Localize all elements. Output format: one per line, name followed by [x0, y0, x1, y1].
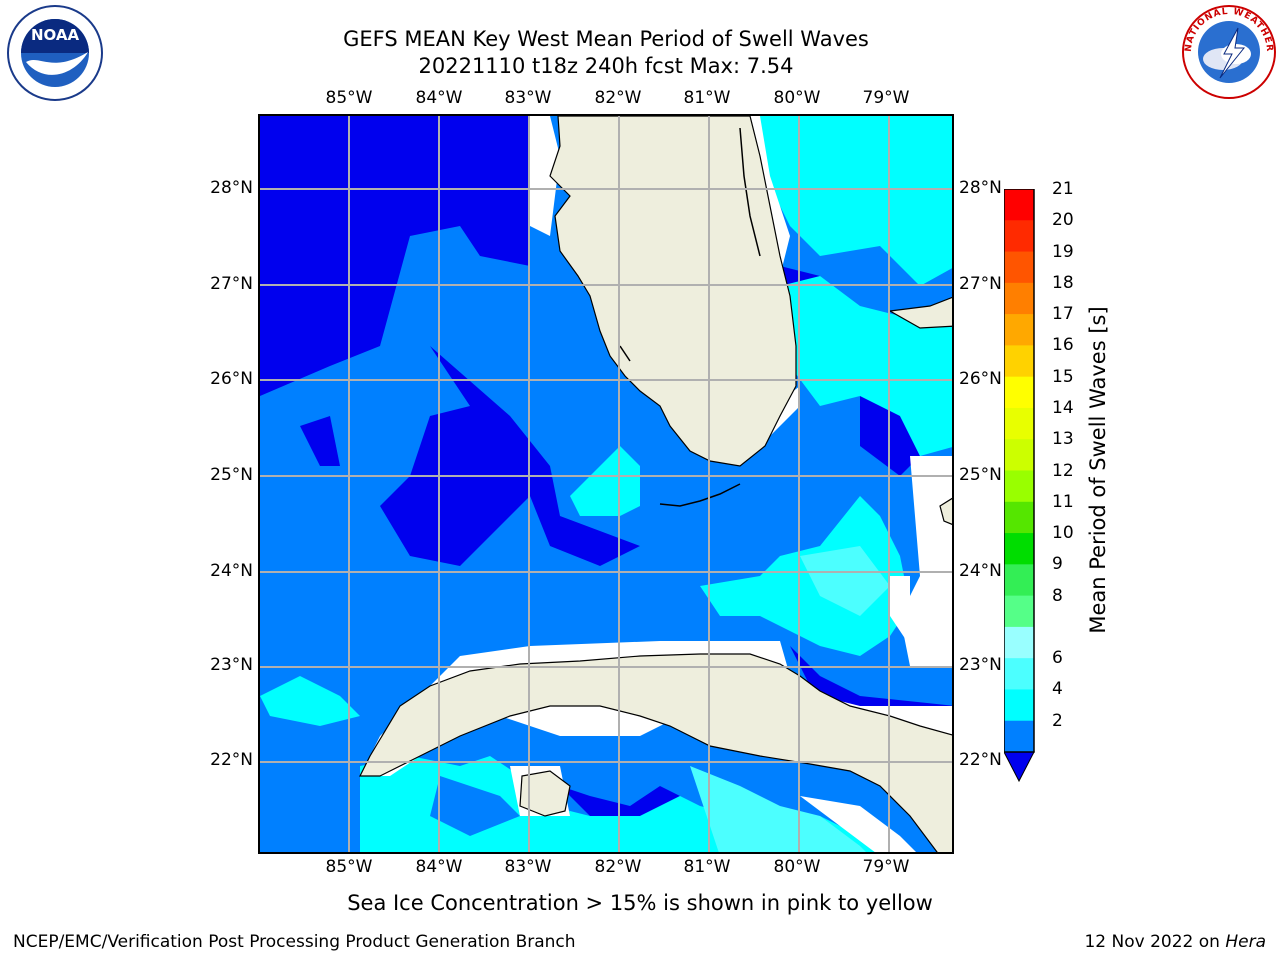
- colorbar-block: [1004, 439, 1034, 471]
- map-subtitle: 20221110 t18z 240h fcst Max: 7.54: [418, 54, 794, 78]
- lon-bottom-label: 84°W: [415, 857, 463, 877]
- colorbar-block: [1004, 314, 1034, 346]
- swell-period-map: [260, 116, 952, 852]
- lon-top-label: 83°W: [504, 88, 552, 108]
- lat-right-label: 27°N: [959, 274, 1002, 294]
- colorbar-block: [1004, 564, 1034, 597]
- lon-top-label: 80°W: [773, 88, 821, 108]
- colorbar-tick-label: 8: [1052, 585, 1063, 606]
- noaa-logo-text: NOAA: [31, 26, 80, 44]
- colorbar-tick-label: 18: [1052, 272, 1074, 293]
- colorbar-block: [1004, 658, 1034, 690]
- lat-right-label: 25°N: [959, 465, 1002, 485]
- lat-right-label: 22°N: [959, 750, 1002, 770]
- lat-left-label: 27°N: [210, 274, 253, 294]
- lat-right-label: 23°N: [959, 655, 1002, 675]
- isla-de-la-juventud: [519, 770, 571, 817]
- colorbar-block: [1004, 470, 1034, 503]
- colorbar-block: [1004, 626, 1034, 659]
- colorbar-tick-label: 10: [1052, 523, 1074, 544]
- lon-bottom-label: 79°W: [862, 857, 910, 877]
- national-weather-service-logo-icon: NATIONAL WEATHER SERVICE: [1180, 4, 1276, 99]
- lon-top-label: 79°W: [862, 88, 910, 108]
- colorbar-tick-label: 6: [1052, 648, 1063, 669]
- colorbar-tick-label: 12: [1052, 460, 1074, 481]
- colorbar-block: [1004, 720, 1034, 753]
- colorbar-outline: [1004, 189, 1035, 753]
- colorbar-tick-label: 19: [1052, 241, 1074, 262]
- colorbar-tick-label: 16: [1052, 335, 1074, 356]
- colorbar-tick-label: 9: [1052, 554, 1063, 575]
- colorbar: [1004, 189, 1035, 783]
- bahamas-grand-bahama: [888, 296, 952, 329]
- lon-top-label: 81°W: [683, 88, 731, 108]
- footer-credit: NCEP/EMC/Verification Post Processing Pr…: [13, 932, 576, 952]
- lat-left-label: 22°N: [210, 750, 253, 770]
- lon-top-label: 84°W: [415, 88, 463, 108]
- colorbar-tick-label: 17: [1052, 304, 1074, 325]
- colorbar-block: [1004, 189, 1034, 221]
- colorbar-title: Mean Period of Swell Waves [s]: [1086, 306, 1110, 634]
- map-panel: [258, 114, 954, 854]
- cuba-landmass: [359, 653, 952, 852]
- lon-bottom-label: 82°W: [594, 857, 642, 877]
- colorbar-block: [1004, 501, 1034, 534]
- lon-bottom-label: 81°W: [683, 857, 731, 877]
- florida-landmass: [549, 116, 797, 467]
- florida-keys: [619, 127, 761, 507]
- colorbar-block: [1004, 689, 1034, 722]
- colorbar-block: [1004, 376, 1034, 409]
- lat-left-label: 28°N: [210, 178, 253, 198]
- lat-left-label: 23°N: [210, 655, 253, 675]
- colorbar-block: [1004, 595, 1034, 628]
- lon-top-label: 82°W: [594, 88, 642, 108]
- footer-machine: Hera: [1225, 932, 1266, 952]
- lon-bottom-label: 83°W: [504, 857, 552, 877]
- colorbar-block: [1004, 220, 1034, 253]
- land-masses: [359, 116, 952, 852]
- colorbar-tick-label: 21: [1052, 179, 1074, 199]
- colorbar-block: [1004, 345, 1034, 378]
- noaa-logo-icon: NOAA: [7, 5, 103, 101]
- lon-bottom-label: 80°W: [773, 857, 821, 877]
- colorbar-block: [1004, 282, 1034, 315]
- lat-left-label: 25°N: [210, 465, 253, 485]
- lat-right-label: 24°N: [959, 561, 1002, 581]
- colorbar-tick-label: 13: [1052, 429, 1074, 450]
- lat-left-label: 26°N: [210, 369, 253, 389]
- colorbar-block: [1004, 407, 1034, 440]
- ocean-6-8s-regions: [690, 546, 890, 852]
- colorbar-tick-label: 15: [1052, 366, 1074, 387]
- lon-top-label: 85°W: [325, 88, 373, 108]
- map-gridlines: [260, 116, 952, 852]
- lat-left-label: 24°N: [210, 561, 253, 581]
- colorbar-tick-label: 2: [1052, 710, 1063, 731]
- map-title: GEFS MEAN Key West Mean Period of Swell …: [343, 27, 869, 51]
- footer-date-text: 12 Nov 2022 on: [1084, 932, 1226, 952]
- colorbar-tick-label: 11: [1052, 491, 1074, 512]
- colorbar-block: [1004, 533, 1034, 565]
- colorbar-tick-label: 4: [1052, 679, 1063, 700]
- footer-date: 12 Nov 2022 on Hera: [1084, 932, 1266, 952]
- colorbar-tick-label: 20: [1052, 210, 1074, 231]
- bahamas-andros: [939, 497, 952, 525]
- lat-right-label: 28°N: [959, 178, 1002, 198]
- colorbar-tick-label: 14: [1052, 397, 1074, 418]
- lon-bottom-label: 85°W: [325, 857, 373, 877]
- colorbar-block: [1004, 251, 1034, 284]
- lat-right-label: 26°N: [959, 369, 1002, 389]
- sea-ice-note: Sea Ice Concentration > 15% is shown in …: [347, 891, 933, 915]
- colorbar-extend-min-triangle: [1004, 751, 1035, 783]
